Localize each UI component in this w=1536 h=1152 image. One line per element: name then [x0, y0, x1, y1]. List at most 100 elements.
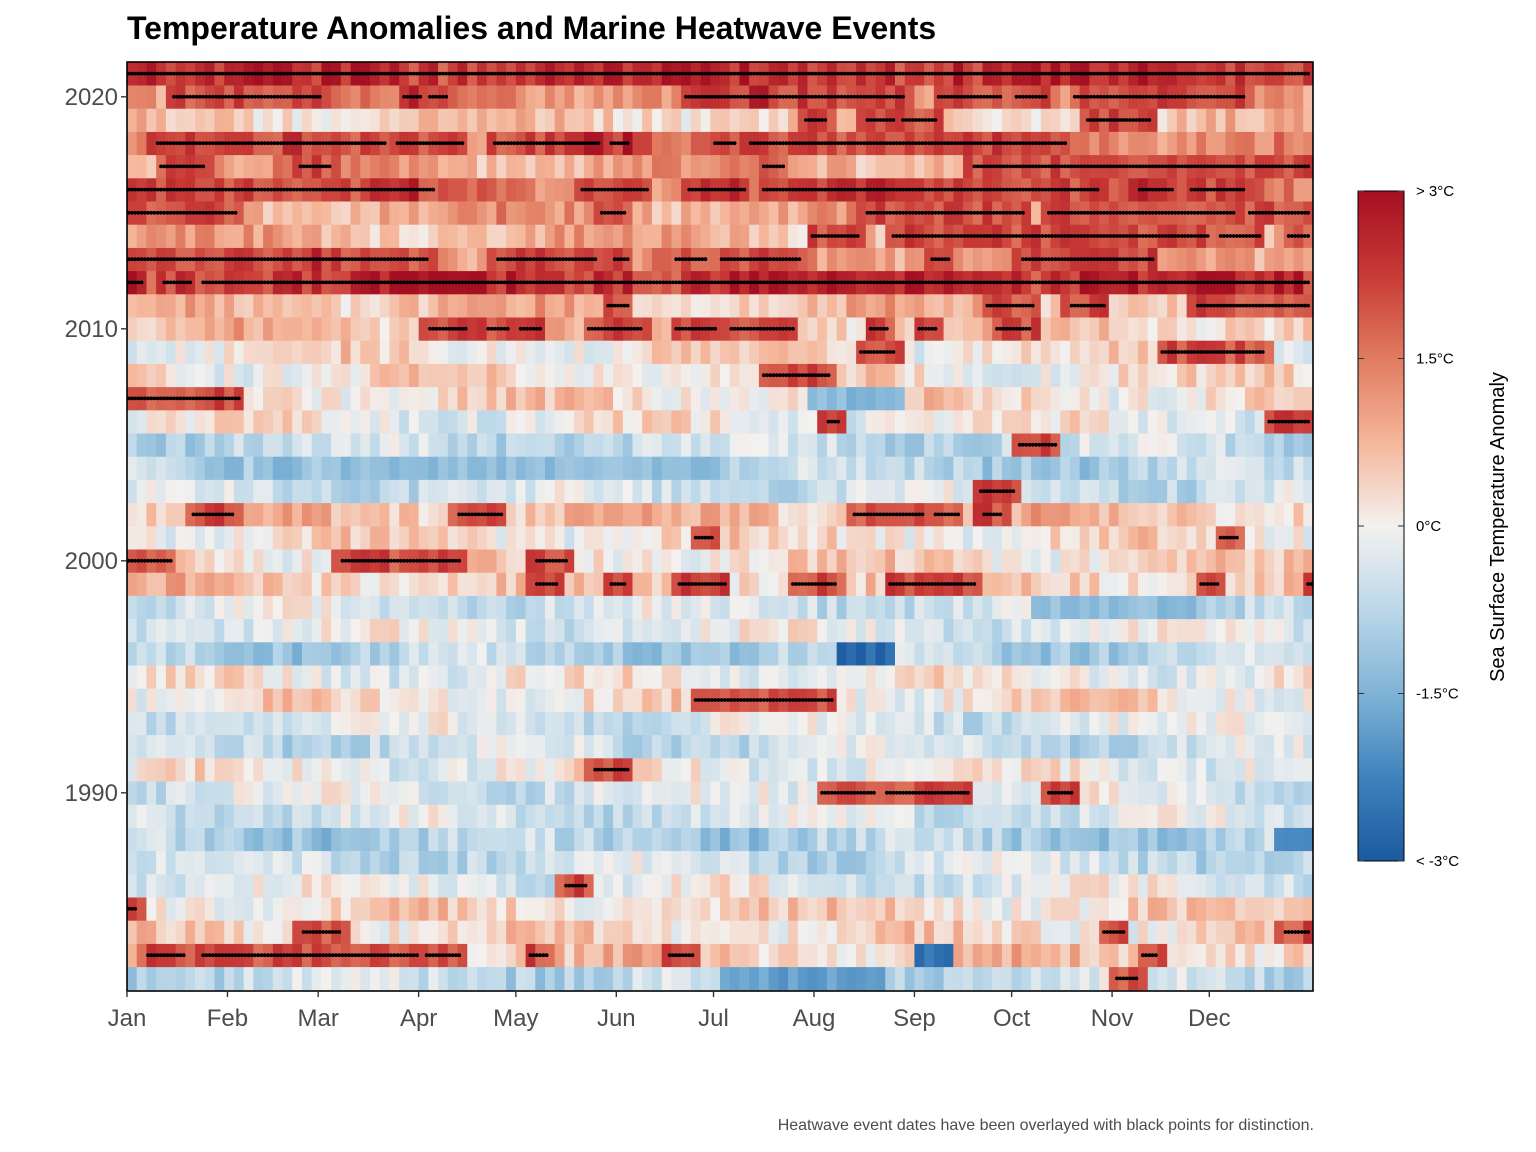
- heatmap-cell: [428, 433, 439, 457]
- heatmap-cell: [651, 734, 663, 759]
- heatmap-cell: [632, 410, 643, 434]
- heatmap-cell: [953, 317, 964, 341]
- heatmap-cell: [263, 479, 274, 504]
- heatmap-cell: [1099, 502, 1110, 527]
- heatmap-cell: [1235, 618, 1246, 643]
- heatmap-cell: [272, 850, 283, 875]
- heatmap-cell: [749, 734, 760, 759]
- heatmap-cell: [1118, 642, 1129, 666]
- heatmap-cell: [321, 456, 332, 480]
- heatmap-cell: [476, 131, 488, 156]
- heatmap-cell: [671, 549, 682, 573]
- heatmap-cell: [476, 572, 488, 596]
- heatmap-cell: [651, 804, 663, 828]
- heatmap-cell: [574, 920, 585, 944]
- heatmap-cell: [301, 850, 313, 875]
- heatmap-cell: [1176, 734, 1188, 759]
- heatmap-cell: [583, 363, 595, 388]
- heatmap-cell: [1206, 734, 1217, 759]
- heatwave-point: [178, 71, 183, 76]
- heatmap-cell: [136, 340, 147, 364]
- heatmap-cell: [661, 410, 672, 434]
- heatmap-cell: [224, 850, 235, 875]
- heatmap-cell: [496, 201, 507, 225]
- heatmap-cell: [506, 595, 517, 620]
- heatmap-cell: [1235, 386, 1246, 411]
- heatmap-cell: [1147, 827, 1158, 852]
- heatmap-cell: [282, 572, 293, 596]
- heatmap-cell: [438, 154, 449, 179]
- heatmap-cell: [953, 618, 964, 643]
- heatmap-cell: [904, 386, 915, 411]
- heatmap-cell: [224, 642, 235, 666]
- heatmap-cell: [370, 781, 381, 805]
- heatmap-cell: [1176, 386, 1188, 411]
- heatmap-cell: [739, 410, 750, 434]
- heatmap-cell: [894, 294, 906, 318]
- heatmap-cell: [768, 340, 779, 364]
- heatmap-cell: [671, 665, 682, 689]
- heatmap-cell: [214, 410, 225, 434]
- heatwave-point: [392, 71, 397, 76]
- heatmap-cell: [214, 966, 225, 991]
- heatmap-cell: [875, 433, 886, 457]
- heatmap-cell: [204, 850, 215, 875]
- heatmap-cell: [1206, 618, 1217, 643]
- heatmap-cell: [1128, 178, 1139, 202]
- heatmap-cell: [593, 154, 604, 179]
- heatmap-cell: [1128, 850, 1139, 875]
- heatmap-cell: [1225, 642, 1236, 666]
- heatmap-cell: [564, 294, 575, 318]
- heatmap-cell: [933, 966, 944, 991]
- heatmap-cell: [467, 943, 478, 968]
- heatmap-cell: [428, 247, 439, 272]
- heatmap-cell: [1186, 595, 1197, 620]
- heatmap-cell: [894, 340, 906, 364]
- heatmap-cell: [856, 526, 867, 550]
- heatmap-cell: [1079, 734, 1090, 759]
- heatmap-cell: [253, 734, 264, 759]
- heatmap-cell: [399, 224, 410, 248]
- heatmap-cell: [651, 943, 663, 968]
- heatmap-cell: [1138, 456, 1149, 480]
- heatmap-cell: [865, 595, 876, 620]
- heatmap-cell: [1303, 711, 1314, 736]
- heatmap-cell: [545, 665, 556, 689]
- heatmap-cell: [301, 688, 313, 712]
- heatmap-cell: [729, 294, 740, 318]
- heatmap-cell: [574, 386, 585, 411]
- heatmap-cell: [613, 85, 624, 109]
- heatmap-cell: [963, 502, 974, 527]
- heatmap-cell: [836, 943, 847, 968]
- heatmap-cell: [700, 966, 711, 991]
- heatmap-cell: [1099, 665, 1110, 689]
- heatmap-cell: [350, 154, 361, 179]
- heatmap-cell: [642, 294, 653, 318]
- heatmap-cell: [914, 966, 925, 991]
- heatmap-cell: [447, 688, 458, 712]
- heatmap-cell: [136, 433, 147, 457]
- heatmap-cell: [253, 479, 264, 504]
- heatmap-cell: [1283, 827, 1294, 852]
- heatmap-cell: [233, 618, 245, 643]
- heatmap-cell: [156, 270, 167, 295]
- heatmap-cell: [622, 665, 633, 689]
- heatmap-cell: [1118, 827, 1129, 852]
- heatmap-cell: [778, 943, 789, 968]
- heatwave-point: [152, 71, 157, 76]
- heatmap-cell: [671, 827, 682, 852]
- heatmap-cell: [914, 897, 925, 921]
- heatmap-cell: [399, 804, 410, 828]
- heatmap-cell: [428, 108, 439, 132]
- heatmap-cell: [370, 688, 381, 712]
- heatmap-cell: [292, 665, 303, 689]
- heatwave-point: [444, 71, 449, 76]
- heatmap-cell: [1186, 456, 1197, 480]
- heatmap-cell: [992, 850, 1003, 875]
- heatmap-cell: [894, 154, 906, 179]
- heatmap-cell: [768, 294, 779, 318]
- heatmap-cell: [1186, 317, 1197, 341]
- heatmap-cell: [1079, 479, 1090, 504]
- heatmap-cell: [408, 386, 420, 411]
- heatmap-cell: [807, 294, 818, 318]
